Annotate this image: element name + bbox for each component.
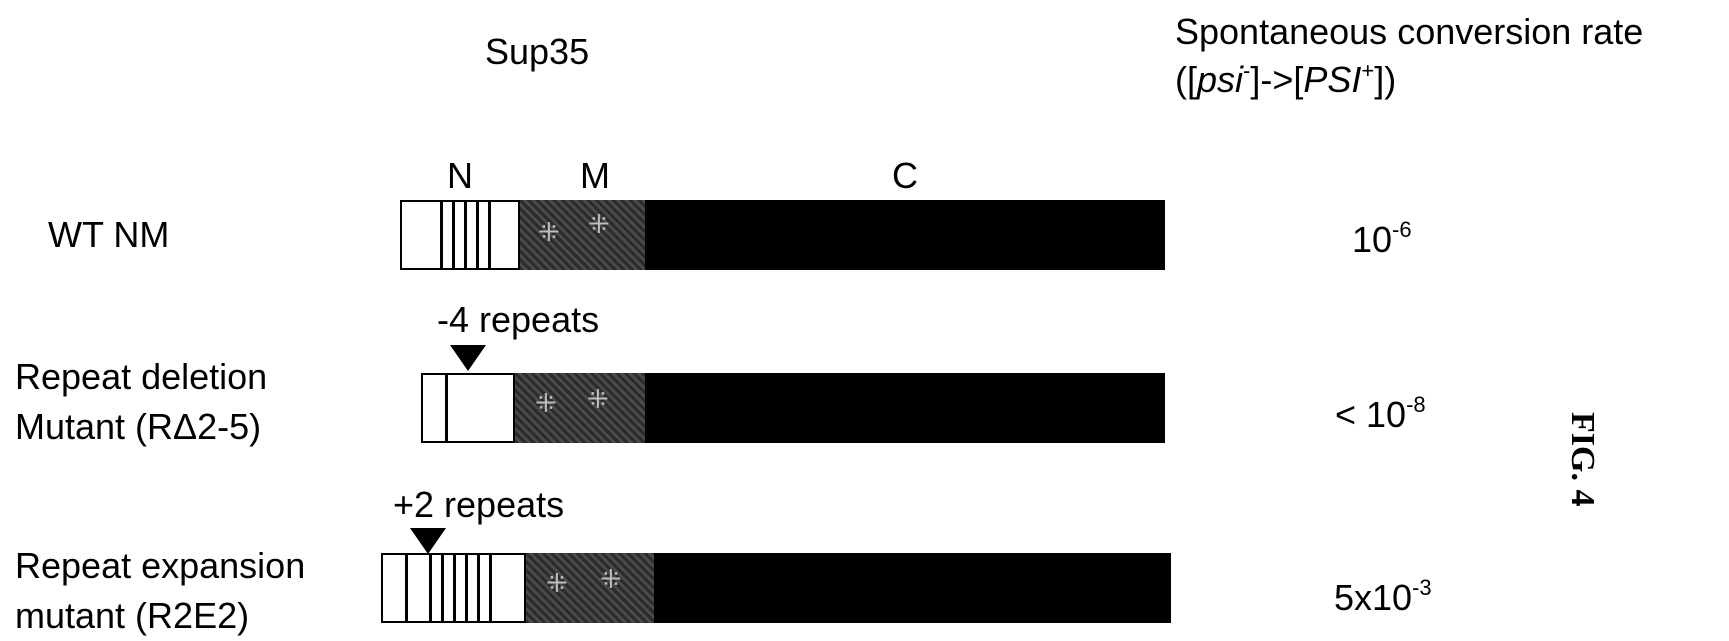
m-domain-deletion: ⁜ ⁜ xyxy=(515,373,645,443)
protein-bar-deletion: ⁜ ⁜ xyxy=(421,373,1165,443)
rate-value-expansion: 5x10-3 xyxy=(1334,575,1432,618)
domain-label-n: N xyxy=(447,155,473,196)
domain-label-c: C xyxy=(892,155,918,196)
c-domain-deletion xyxy=(645,373,1165,443)
n-domain-expansion xyxy=(381,553,526,623)
c-domain-wt xyxy=(645,200,1165,270)
row-label-expansion-line2: mutant (R2E2) xyxy=(15,595,250,636)
insertion-arrow-expansion xyxy=(410,528,446,554)
rate-value-deletion: < 10-8 xyxy=(1335,392,1426,435)
annotation-deletion: -4 repeats xyxy=(437,299,600,340)
repeat-stripe xyxy=(429,555,432,621)
repeat-stripe xyxy=(452,202,455,268)
repeat-stripe xyxy=(476,202,479,268)
row-label-wt: WT NM xyxy=(48,214,170,255)
rate-value-wt: 10-6 xyxy=(1352,217,1412,260)
row-label-deletion-line1: Repeat deletion xyxy=(15,356,268,397)
protein-bar-expansion: ⁜ ⁜ xyxy=(381,553,1171,623)
protein-bar-wt: ⁜ ⁜ xyxy=(400,200,1165,270)
rate-column-formula: ([psi-]->[PSI+]) xyxy=(1175,58,1397,100)
repeat-stripe xyxy=(441,555,444,621)
domain-label-m: M xyxy=(580,155,610,196)
repeat-stripe xyxy=(465,555,468,621)
m-domain-wt: ⁜ ⁜ xyxy=(520,200,645,270)
m-domain-expansion: ⁜ ⁜ xyxy=(526,553,654,623)
row-label-expansion-line1: Repeat expansion xyxy=(15,545,306,586)
protein-name: Sup35 xyxy=(485,31,590,72)
repeat-stripe xyxy=(464,202,467,268)
repeat-stripe xyxy=(489,555,492,621)
repeat-stripe xyxy=(445,375,448,441)
row-label-deletion-line2: Mutant (RΔ2-5) xyxy=(15,406,262,447)
n-domain-deletion xyxy=(421,373,515,443)
repeat-stripe xyxy=(440,202,443,268)
repeat-stripe xyxy=(477,555,480,621)
repeat-stripe xyxy=(405,555,408,621)
repeat-stripe xyxy=(488,202,491,268)
repeat-stripe xyxy=(453,555,456,621)
rate-column-title: Spontaneous conversion rate xyxy=(1175,11,1644,52)
c-domain-expansion xyxy=(654,553,1171,623)
insertion-arrow-deletion xyxy=(450,345,486,371)
figure-label: FIG. 4 xyxy=(1564,412,1601,507)
annotation-expansion: +2 repeats xyxy=(393,484,565,525)
n-domain-wt xyxy=(400,200,520,270)
